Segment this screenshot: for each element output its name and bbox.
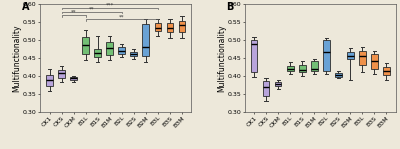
PathPatch shape: [106, 42, 113, 55]
PathPatch shape: [58, 70, 65, 78]
PathPatch shape: [287, 66, 294, 71]
PathPatch shape: [166, 23, 173, 32]
PathPatch shape: [154, 23, 161, 31]
PathPatch shape: [82, 37, 89, 54]
Text: **: **: [119, 14, 124, 19]
PathPatch shape: [142, 24, 149, 56]
PathPatch shape: [299, 65, 306, 72]
PathPatch shape: [359, 51, 366, 65]
PathPatch shape: [130, 52, 137, 56]
Y-axis label: Multifunctionality: Multifunctionality: [217, 24, 226, 92]
Text: ***: ***: [106, 3, 114, 8]
PathPatch shape: [335, 73, 342, 77]
PathPatch shape: [118, 47, 125, 54]
PathPatch shape: [347, 52, 354, 59]
Text: A: A: [22, 2, 29, 12]
PathPatch shape: [251, 40, 258, 72]
PathPatch shape: [371, 54, 378, 69]
Text: **: **: [89, 7, 94, 12]
Y-axis label: Multifunctionality: Multifunctionality: [12, 24, 21, 92]
Text: B: B: [226, 2, 234, 12]
PathPatch shape: [178, 21, 185, 32]
PathPatch shape: [275, 82, 282, 86]
PathPatch shape: [70, 77, 77, 80]
PathPatch shape: [311, 61, 318, 71]
PathPatch shape: [94, 49, 101, 57]
PathPatch shape: [46, 75, 53, 86]
PathPatch shape: [383, 67, 390, 75]
Text: **: **: [71, 10, 76, 15]
PathPatch shape: [263, 81, 270, 96]
PathPatch shape: [323, 40, 330, 71]
